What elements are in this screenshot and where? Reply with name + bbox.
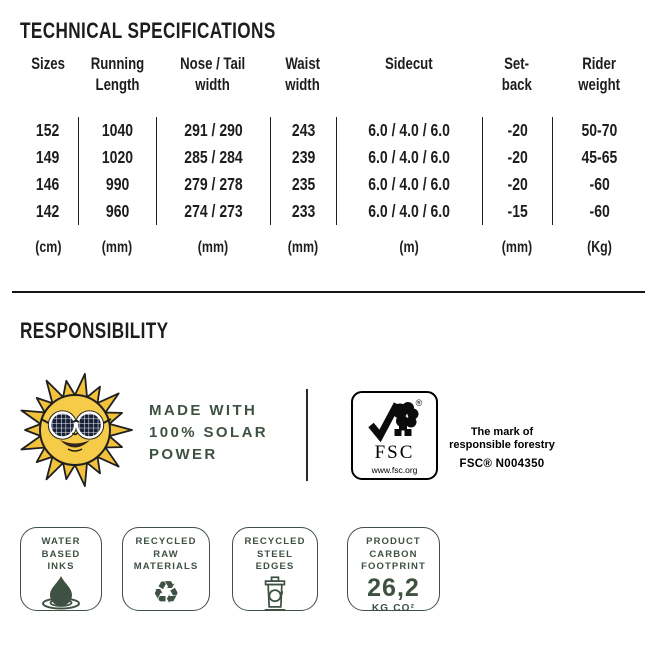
solar-line-1: MADE WITH [149,402,258,419]
section-divider-line [12,291,645,293]
carbon-footprint-value: 26,2 [367,573,420,602]
unit-label: (mm) [501,239,533,256]
badge-recycled-raw-materials: RECYCLED RAW MATERIALS ♻ [122,527,210,611]
badge-text-line: RAW [153,548,179,560]
fsc-mark-line-1: The mark of [470,426,534,438]
badge-product-carbon-footprint: PRODUCT CARBON FOOTPRINT 26,2 KG CO² [347,527,440,614]
table-cell: 1020 [78,144,156,171]
spec-table-units-row: (cm) (mm) (mm) (mm) (m) (mm) (Kg) [18,238,646,258]
vertical-divider [306,389,308,481]
table-cell: 274 / 273 [156,198,270,225]
responsibility-title: RESPONSIBILITY [20,318,169,343]
sun-sunglasses-icon [20,373,133,487]
badge-text-line: EDGES [255,561,295,572]
table-cell: 149 [36,147,60,167]
column-header-waist-width: Waist width [285,55,321,94]
badge-text-line: RECYCLED [244,536,306,547]
column-header-sidecut: Sidecut [385,55,433,73]
table-cell: -20 [482,171,552,198]
badge-text-line: MATERIALS [133,561,199,572]
fsc-url: www.fsc.org [371,465,418,475]
badge-text-line: FOOTPRINT [361,561,426,572]
table-cell: 291 / 290 [156,117,270,144]
table-cell: 50-70 [552,117,646,144]
svg-text:®: ® [415,398,422,408]
badge-water-based-inks: WATER BASED INKS [20,527,102,611]
column-header-running-length: Running Length [90,55,144,94]
table-cell: 285 / 284 [156,144,270,171]
table-cell: -60 [552,171,646,198]
unit-label: (cm) [34,239,62,256]
column-header-rider-weight: Rider weight [578,55,620,94]
table-cell: 279 / 278 [156,171,270,198]
table-cell: 152 [36,120,60,140]
water-drop-icon [42,575,80,609]
recycle-arrows-icon: ♻ [152,574,180,611]
steel-bin-icon [264,575,286,611]
fsc-mark-line-2: responsible forestry [449,438,555,451]
solar-line-2: 100% SOLAR [149,424,269,441]
badge-text-line: BASED [41,548,81,560]
unit-label: (m) [399,239,419,256]
column-header-sizes: Sizes [31,55,65,73]
column-header-nose-tail-width: Nose / Tail width [180,55,246,94]
table-cell: 239 [270,144,336,171]
solar-power-claim: MADE WITH 100% SOLAR POWER [149,400,268,466]
fsc-acronym: FSC [374,442,415,463]
badge-text-line: WATER [41,536,81,547]
unit-label: (mm) [287,239,319,256]
badge-text-line: RECYCLED [135,536,197,547]
column-header-setback: Set-back [501,55,533,94]
badge-text-line: PRODUCT [366,536,421,547]
table-cell: -15 [482,198,552,225]
fsc-logo-box: ® FSC www.fsc.org [351,391,438,480]
table-cell: 990 [78,171,156,198]
solar-line-3: POWER [149,446,218,463]
table-cell: -20 [482,117,552,144]
table-cell: -20 [482,144,552,171]
table-cell: 235 [270,171,336,198]
technical-specifications-title: TECHNICAL SPECIFICATIONS [20,18,276,43]
table-cell: 45-65 [552,144,646,171]
table-cell: -60 [552,198,646,225]
fsc-license-number: FSC® N004350 [459,458,545,470]
badge-text-line: INKS [47,561,75,572]
table-cell: 6.0 / 4.0 / 6.0 [336,117,482,144]
table-cell: 6.0 / 4.0 / 6.0 [336,171,482,198]
badge-text-line: STEEL [256,548,294,560]
spec-table-body: 152 1040 291 / 290 243 6.0 / 4.0 / 6.0 -… [18,117,646,225]
table-cell: 146 [36,174,60,194]
table-cell: 233 [270,198,336,225]
spec-table-header-row: Sizes Running Length Nose / Tail width Wai… [18,54,646,96]
unit-label: (mm) [197,239,229,256]
badge-text-line: CARBON [369,548,418,560]
fsc-mark-text: The mark of responsible forestry FSC® N0… [442,426,562,470]
fsc-checkmark-tree-icon: ® [367,398,422,443]
table-cell: 243 [270,117,336,144]
badge-recycled-steel-edges: RECYCLED STEEL EDGES [232,527,318,611]
carbon-footprint-unit: KG CO² [371,602,416,614]
table-cell: 6.0 / 4.0 / 6.0 [336,144,482,171]
unit-label: (mm) [101,239,133,256]
table-cell: 142 [36,201,60,221]
unit-label: (Kg) [586,239,612,256]
eco-badges-row: WATER BASED INKS RECYCLED RAW MATERIALS … [0,527,650,615]
table-cell: 960 [78,198,156,225]
table-cell: 1040 [78,117,156,144]
table-cell: 6.0 / 4.0 / 6.0 [336,198,482,225]
